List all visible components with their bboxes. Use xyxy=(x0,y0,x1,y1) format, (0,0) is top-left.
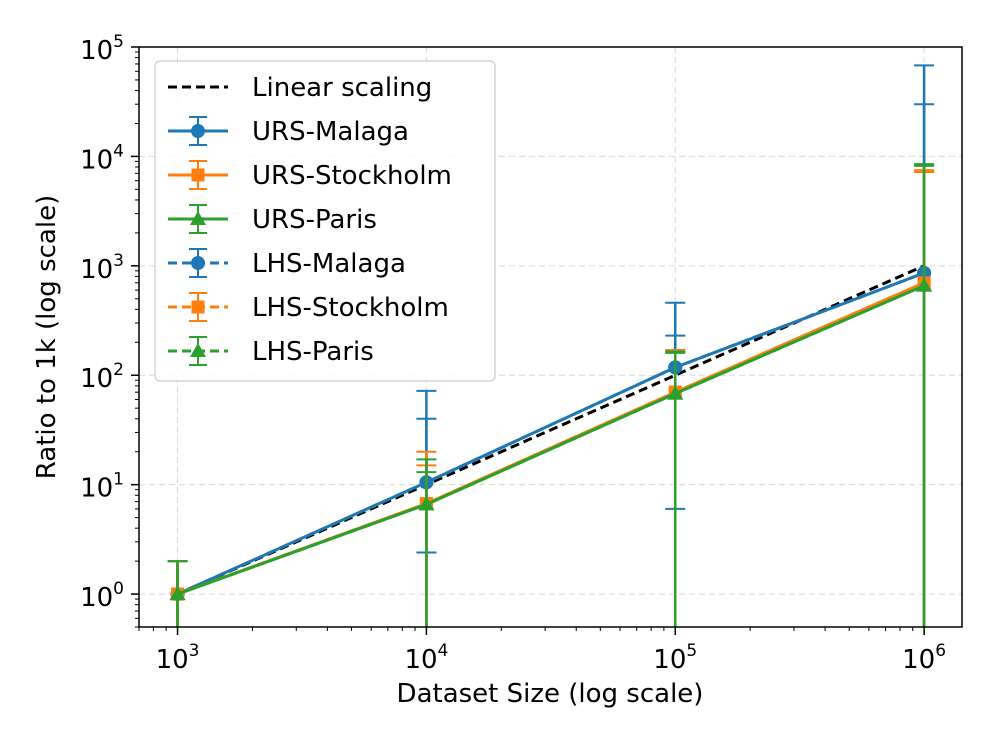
legend-label: LHS-Paris xyxy=(252,337,374,367)
legend-label: URS-Paris xyxy=(252,205,377,235)
legend-label: URS-Stockholm xyxy=(252,161,452,191)
y-tick-label: 103 xyxy=(80,251,124,285)
legend-label: LHS-Malaga xyxy=(252,249,406,279)
legend-item: URS-Stockholm xyxy=(168,160,452,191)
x-tick-label: 103 xyxy=(156,641,200,675)
legend-box xyxy=(154,60,496,382)
x-tick-label: 106 xyxy=(902,641,946,675)
data-point xyxy=(667,385,684,400)
ticks-layer: 103 104 105 106 100 101 102 103 104 105 xyxy=(80,32,946,675)
legend-label: LHS-Stockholm xyxy=(252,293,449,323)
y-axis-label: Ratio to 1k (log scale) xyxy=(32,195,62,479)
legend-item: LHS-Paris xyxy=(168,336,374,367)
legend-marker xyxy=(191,124,205,138)
x-axis-label: Dataset Size (log scale) xyxy=(397,679,704,709)
legend-item: LHS-Malaga xyxy=(168,248,406,279)
legend-marker xyxy=(190,343,206,357)
legend: Linear scaling URS-Malaga URS-Stockholm URS… xyxy=(154,60,496,382)
legend-marker xyxy=(191,300,205,314)
y-tick-label: 105 xyxy=(80,32,124,66)
legend-marker xyxy=(190,211,206,225)
series-line xyxy=(176,271,925,596)
x-tick-label: 104 xyxy=(404,641,448,675)
legend-item: LHS-Stockholm xyxy=(168,292,449,323)
y-tick-label: 102 xyxy=(80,360,124,394)
data-point xyxy=(169,586,186,601)
legend-label: URS-Malaga xyxy=(252,117,409,147)
data-point xyxy=(916,277,933,292)
legend-item: Linear scaling xyxy=(168,73,432,103)
series-urs-paris xyxy=(167,163,935,627)
y-tick-label: 101 xyxy=(80,470,124,504)
series-line xyxy=(177,284,925,596)
y-tick-label: 104 xyxy=(80,141,124,175)
plot-frame xyxy=(138,46,963,628)
y-tick-label: 100 xyxy=(80,579,124,613)
legend-marker xyxy=(191,256,205,270)
legend-item: URS-Paris xyxy=(168,204,377,235)
legend-marker xyxy=(191,168,205,182)
x-tick-label: 105 xyxy=(653,641,697,675)
data-point xyxy=(418,496,435,511)
legend-label: Linear scaling xyxy=(252,73,432,103)
legend-item: URS-Malaga xyxy=(168,116,409,147)
series-layer xyxy=(167,64,935,627)
